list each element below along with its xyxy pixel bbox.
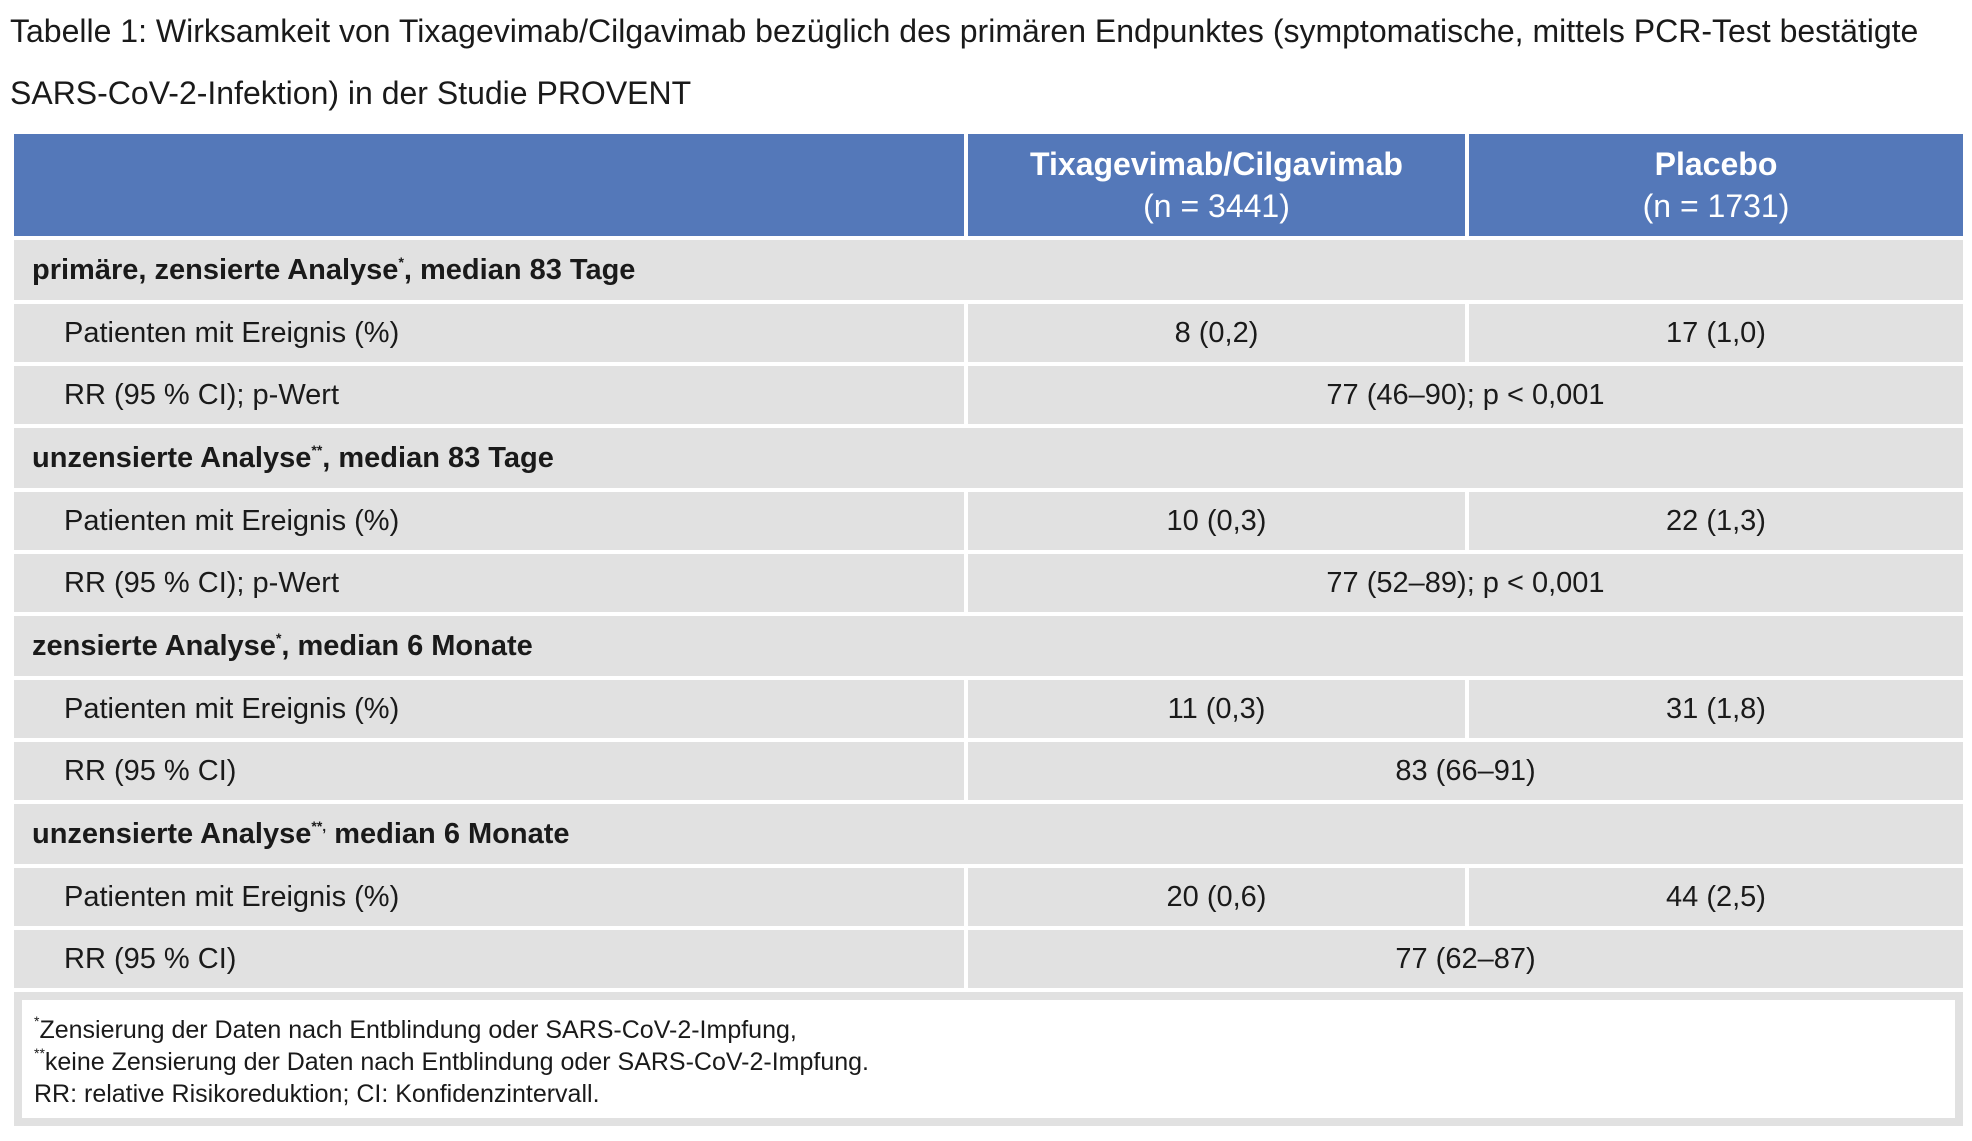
table-caption: Tabelle 1: Wirksamkeit von Tixagevimab/C… <box>10 0 1965 124</box>
caption-line-2: SARS-CoV-2-Infektion) in der Studie PROV… <box>10 75 692 111</box>
cell-placebo: 22 (1,3) <box>1465 488 1967 554</box>
section-header-row: unzensierte Analyse**, median 83 Tage <box>10 424 1967 492</box>
header-placebo: Placebo (n = 1731) <box>1465 130 1967 240</box>
footnote-text: keine Zensierung der Daten nach Entblind… <box>44 1048 870 1076</box>
table-header-row: Tixagevimab/Cilgavimab (n = 3441) Placeb… <box>10 130 1967 240</box>
cell-placebo: 44 (2,5) <box>1465 864 1967 930</box>
section-header-row: primäre, zensierte Analyse*, median 83 T… <box>10 236 1967 304</box>
section-title-suffix: , median 83 Tage <box>322 441 554 474</box>
footnote-2: **keine Zensierung der Daten nach Entbli… <box>34 1046 1943 1078</box>
footnote-cell: *Zensierung der Daten nach Entblindung o… <box>10 988 1967 1130</box>
table-row-rr: RR (95 % CI); p-Wert 77 (52–89); p < 0,0… <box>10 550 1967 616</box>
cell-tixagevimab: 11 (0,3) <box>964 676 1469 742</box>
table-row-patients: Patienten mit Ereignis (%) 8 (0,2) 17 (1… <box>10 300 1967 366</box>
cell-rr-value: 77 (46–90); p < 0,001 <box>964 362 1967 428</box>
cell-placebo: 17 (1,0) <box>1465 300 1967 366</box>
section-title-suffix: , median 83 Tage <box>403 253 636 286</box>
table-row-patients: Patienten mit Ereignis (%) 10 (0,3) 22 (… <box>10 488 1967 554</box>
row-label: RR (95 % CI) <box>10 738 968 804</box>
cell-placebo: 31 (1,8) <box>1465 676 1967 742</box>
footnote-1: *Zensierung der Daten nach Entblindung o… <box>34 1014 1943 1046</box>
footnote-mark: **, <box>311 817 327 834</box>
section-header-row: zensierte Analyse*, median 6 Monate <box>10 612 1967 680</box>
row-label: RR (95 % CI) <box>10 926 968 992</box>
table-row-patients: Patienten mit Ereignis (%) 11 (0,3) 31 (… <box>10 676 1967 742</box>
footnote-box: *Zensierung der Daten nach Entblindung o… <box>22 1000 1955 1118</box>
footnote-mark: ** <box>311 441 323 458</box>
section-title: primäre, zensierte Analyse*, median 83 T… <box>10 236 1967 304</box>
section-title-text: unzensierte Analyse <box>32 817 312 850</box>
section-title: zensierte Analyse*, median 6 Monate <box>10 612 1967 680</box>
section-title-text: primäre, zensierte Analyse <box>32 253 399 286</box>
cell-rr-value: 77 (62–87) <box>964 926 1967 992</box>
cell-rr-value: 77 (52–89); p < 0,001 <box>964 550 1967 616</box>
section-title-text: zensierte Analyse <box>32 629 276 662</box>
table-row-rr: RR (95 % CI) 83 (66–91) <box>10 738 1967 804</box>
header-tixagevimab-n: (n = 3441) <box>1143 188 1290 224</box>
header-empty-cell <box>10 130 968 240</box>
row-label: RR (95 % CI); p-Wert <box>10 362 968 428</box>
row-label: Patienten mit Ereignis (%) <box>10 864 968 930</box>
header-tixagevimab-title: Tixagevimab/Cilgavimab <box>1030 146 1403 182</box>
section-title: unzensierte Analyse**, median 6 Monate <box>10 800 1967 868</box>
section-title-text: unzensierte Analyse <box>32 441 312 474</box>
footnote-row: *Zensierung der Daten nach Entblindung o… <box>10 988 1967 1130</box>
section-header-row: unzensierte Analyse**, median 6 Monate <box>10 800 1967 868</box>
cell-tixagevimab: 20 (0,6) <box>964 864 1469 930</box>
cell-tixagevimab: 8 (0,2) <box>964 300 1469 366</box>
efficacy-table: Tixagevimab/Cilgavimab (n = 3441) Placeb… <box>10 130 1967 1130</box>
row-label: RR (95 % CI); p-Wert <box>10 550 968 616</box>
footnote-mark: ** <box>34 1045 45 1061</box>
header-tixagevimab: Tixagevimab/Cilgavimab (n = 3441) <box>964 130 1469 240</box>
row-label: Patienten mit Ereignis (%) <box>10 488 968 554</box>
cell-rr-value: 83 (66–91) <box>964 738 1967 804</box>
header-placebo-title: Placebo <box>1654 146 1778 182</box>
table-row-rr: RR (95 % CI); p-Wert 77 (46–90); p < 0,0… <box>10 362 1967 428</box>
footnote-mark: * <box>275 629 282 646</box>
section-title-suffix: median 6 Monate <box>326 817 570 850</box>
table-row-rr: RR (95 % CI) 77 (62–87) <box>10 926 1967 992</box>
footnote-3: RR: relative Risikoreduktion; CI: Konfid… <box>34 1080 600 1108</box>
caption-line-1: Tabelle 1: Wirksamkeit von Tixagevimab/C… <box>10 13 1919 49</box>
header-placebo-n: (n = 1731) <box>1642 188 1790 224</box>
row-label: Patienten mit Ereignis (%) <box>10 300 968 366</box>
section-title-suffix: , median 6 Monate <box>281 629 533 662</box>
cell-tixagevimab: 10 (0,3) <box>964 488 1469 554</box>
footnote-mark: * <box>34 1013 40 1029</box>
section-title: unzensierte Analyse**, median 83 Tage <box>10 424 1967 492</box>
table-row-patients: Patienten mit Ereignis (%) 20 (0,6) 44 (… <box>10 864 1967 930</box>
footnote-text: Zensierung der Daten nach Entblindung od… <box>39 1016 797 1044</box>
row-label: Patienten mit Ereignis (%) <box>10 676 968 742</box>
footnote-mark: * <box>398 253 404 270</box>
